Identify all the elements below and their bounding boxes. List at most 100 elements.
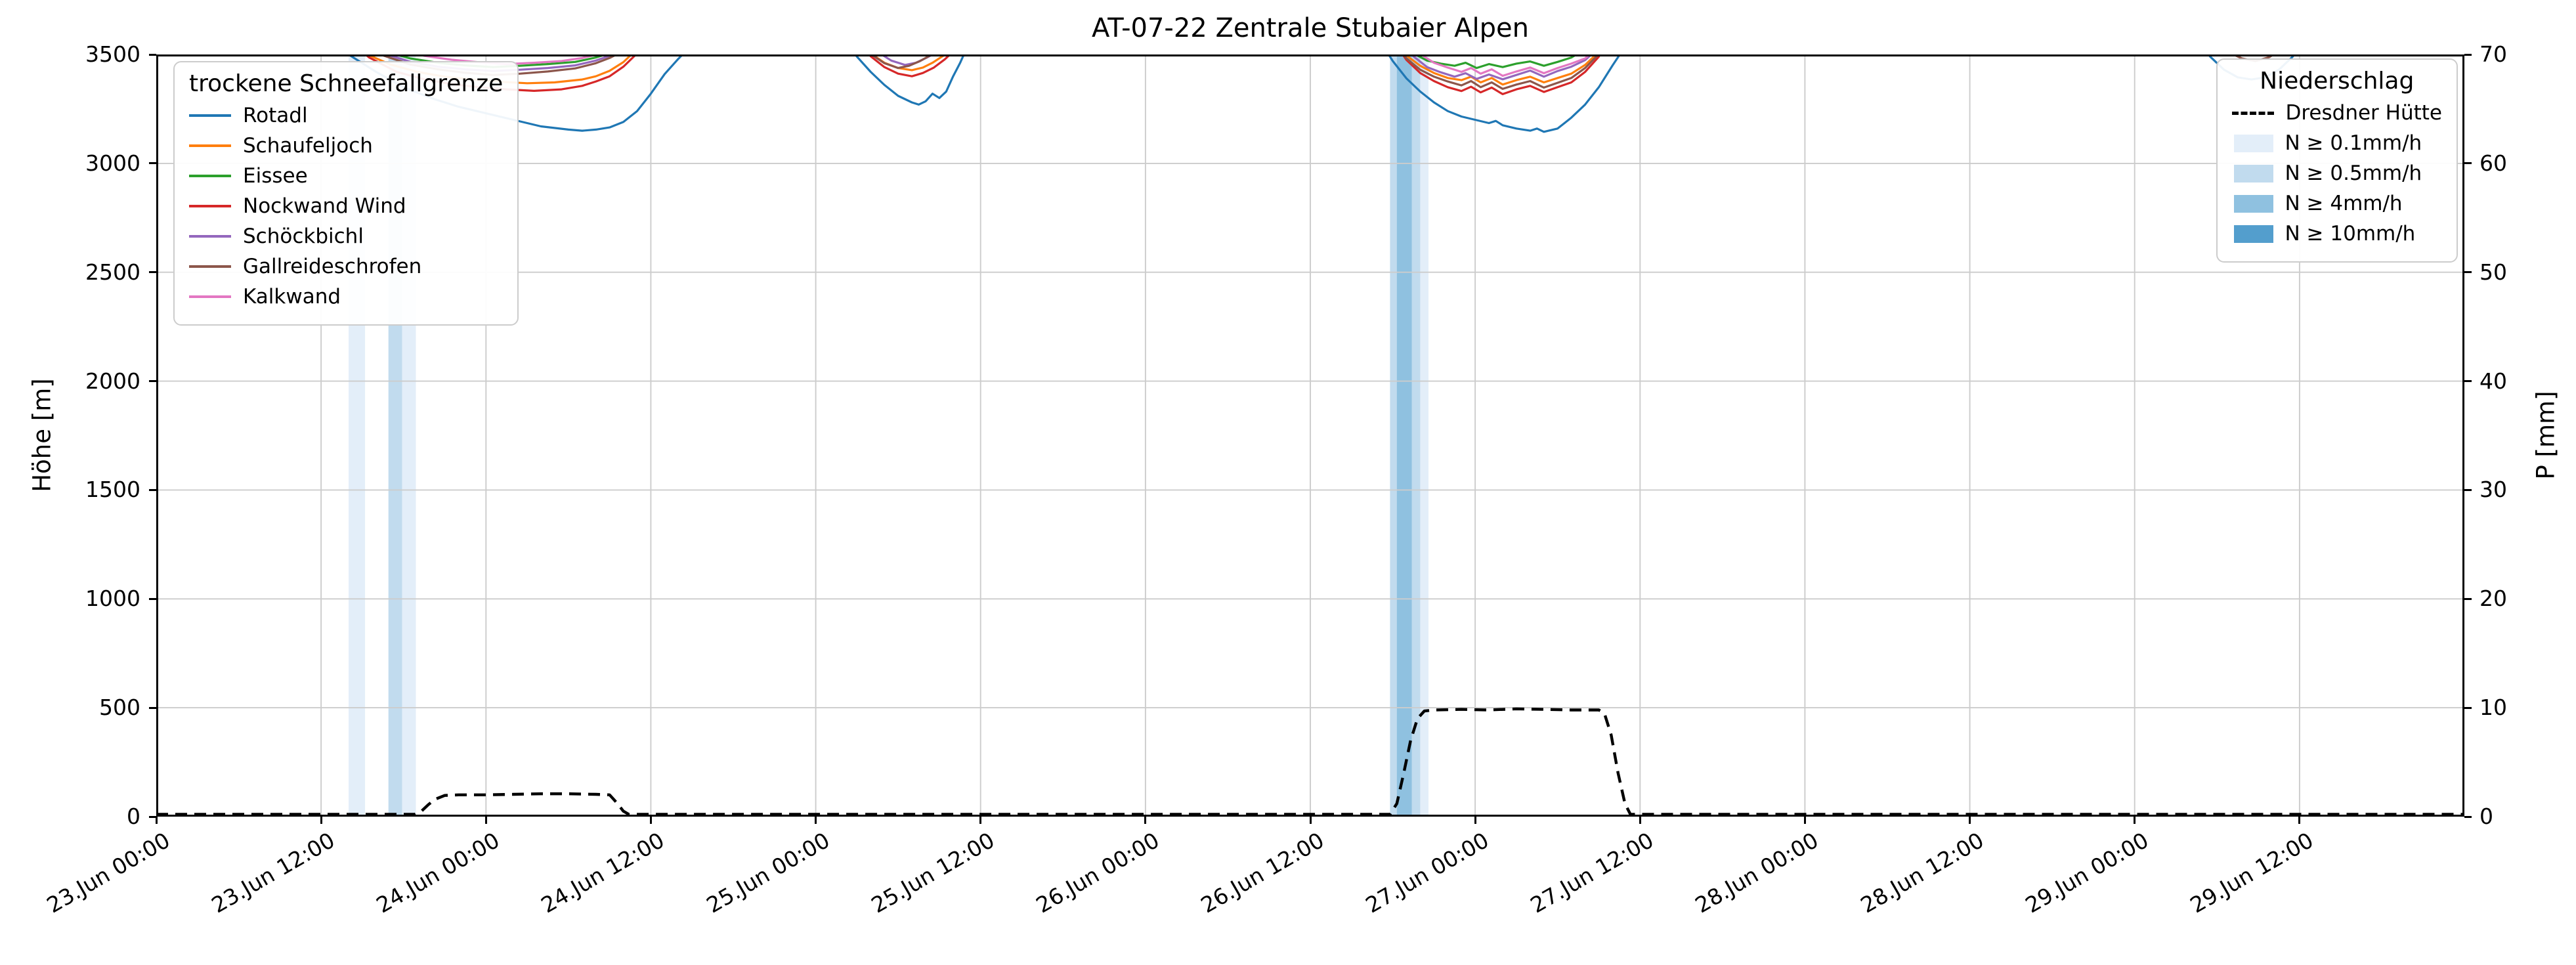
y-tick-label-left: 0 [127,804,140,829]
y-tick-mark-left [149,706,156,709]
x-tick-label: 24.Jun 00:00 [372,827,504,918]
x-tick-mark [815,817,817,824]
legend-item-label: Dresdner Hütte [2285,101,2443,125]
y-tick-mark-right [2464,162,2472,165]
legend-item-kalkwand: Kalkwand [189,285,503,309]
y-tick-mark-left [149,162,156,165]
legend-item-label: Gallreideschrofen [243,255,422,278]
plot-area: trockene Schneefallgrenze Rotadl Schaufel… [156,54,2464,817]
y-tick-mark-right [2464,597,2472,600]
y-tick-mark-left [149,597,156,600]
y-tick-mark-right [2464,380,2472,383]
legend-item-label: Schaufeljoch [243,134,373,158]
x-tick-label: 27.Jun 00:00 [1361,827,1493,918]
precip-band [1396,54,1412,817]
y-tick-label-left: 3000 [85,150,140,176]
legend-snowline-title: trockene Schneefallgrenze [189,70,504,97]
legend-item-label: Kalkwand [243,285,341,309]
line-swatch-eissee [189,175,231,177]
gridlines [156,54,2464,817]
y-tick-mark-right [2464,488,2472,491]
x-tick-mark [1474,817,1476,824]
legend-item-n-4mm-h: N ≥ 4mm/h [2232,192,2443,215]
x-tick-label: 24.Jun 12:00 [536,827,669,918]
legend-item-label: Schöckbichl [243,225,364,248]
y-tick-label-left: 1500 [85,477,140,503]
y-tick-mark-left [149,53,156,56]
legend-item-label: Nockwand Wind [243,194,406,218]
y-tick-label-right: 30 [2479,477,2507,503]
y-tick-label-right: 20 [2479,586,2507,612]
plot-spines [156,54,2464,817]
snowline-series-rotadl [853,54,966,106]
snowline-series-schaufeljoch [1404,54,1598,86]
x-tick-mark [484,817,487,824]
legend-item-schaufeljoch: Schaufeljoch [189,134,503,158]
y-tick-label-right: 10 [2479,695,2507,721]
snowline-series-eissee [391,54,609,68]
x-tick-label: 23.Jun 12:00 [207,827,339,918]
y-tick-mark-left [149,488,156,491]
line-swatch-sch-ckbichl [189,235,231,238]
legend-item-sch-ckbichl: Schöckbichl [189,225,503,248]
x-tick-label: 28.Jun 00:00 [1690,827,1823,918]
y-tick-mark-left [149,271,156,274]
legend-item-dresdner-h-tte: Dresdner Hütte [2231,101,2443,125]
legend-item-label: N ≥ 10mm/h [2285,222,2416,246]
legend-item-n-10mm-h: N ≥ 10mm/h [2232,222,2443,246]
y-tick-label-left: 1000 [85,586,140,612]
x-tick-mark [979,817,982,824]
x-tick-label: 25.Jun 00:00 [702,827,834,918]
band-swatch-n-0-5mm-h [2233,164,2273,182]
y-tick-mark-left [149,380,156,383]
legend-item-label: Eissee [243,164,308,188]
legend-precip-items: Dresdner Hütte N ≥ 0.1mm/h N ≥ 0.5mm/h N ≥ … [2231,101,2443,246]
snowline-series-nockwand-wind [1401,54,1601,96]
x-tick-label: 29.Jun 00:00 [2021,827,2153,918]
legend-item-label: N ≥ 0.5mm/h [2285,161,2422,185]
x-tick-mark [1803,817,1806,824]
legend-item-label: N ≥ 0.1mm/h [2285,131,2422,155]
x-tick-label: 23.Jun 00:00 [42,827,175,918]
y-tick-label-left: 500 [99,695,140,721]
legend-precip-title: Niederschlag [2260,68,2415,95]
band-swatch-n-0-1mm-h [2233,134,2273,152]
x-tick-label: 29.Jun 12:00 [2185,827,2318,918]
line-swatch-gallreideschrofen [189,265,231,268]
y-tick-mark-right [2464,53,2472,56]
legend-item-n-0-1mm-h: N ≥ 0.1mm/h [2232,131,2443,155]
x-tick-label: 28.Jun 12:00 [1856,827,1988,918]
x-tick-label: 27.Jun 12:00 [1526,827,1658,918]
x-tick-mark [1144,817,1147,824]
band-swatch-n-10mm-h [2233,225,2273,243]
legend-item-label: Rotadl [243,104,308,127]
x-tick-mark [649,817,652,824]
y-tick-label-right: 0 [2479,804,2493,829]
snowline-series-gallreideschrofen [1402,54,1600,91]
x-tick-label: 26.Jun 00:00 [1031,827,1164,918]
precip-band [1390,54,1397,817]
legend-item-label: N ≥ 4mm/h [2285,192,2403,215]
legend-item-rotadl: Rotadl [189,104,503,127]
legend-snowline: trockene Schneefallgrenze Rotadl Schaufel… [173,61,519,326]
y-tick-mark-left [149,815,156,818]
y-tick-label-right: 50 [2479,259,2507,285]
precip-band [1411,54,1421,817]
legend-snowline-items: Rotadl Schaufeljoch Eissee Nockwand Wind Sch… [189,104,503,309]
y-axis-label-left: Höhe [m] [28,378,56,492]
y-tick-mark-right [2464,706,2472,709]
y-tick-label-left: 3500 [85,41,140,67]
precip-band [1420,54,1428,817]
x-tick-mark [320,817,322,824]
x-tick-mark [1639,817,1641,824]
x-tick-label: 26.Jun 12:00 [1196,827,1329,918]
line-swatch-kalkwand [189,295,231,298]
y-tick-label-right: 60 [2479,150,2507,176]
y-tick-label-right: 70 [2479,41,2507,67]
dashed-line-swatch [2231,111,2274,115]
precip-line-dresdner-h-tte [156,707,2464,816]
x-tick-mark [1309,817,1312,824]
y-tick-label-right: 40 [2479,368,2507,394]
line-swatch-schaufeljoch [189,144,231,147]
